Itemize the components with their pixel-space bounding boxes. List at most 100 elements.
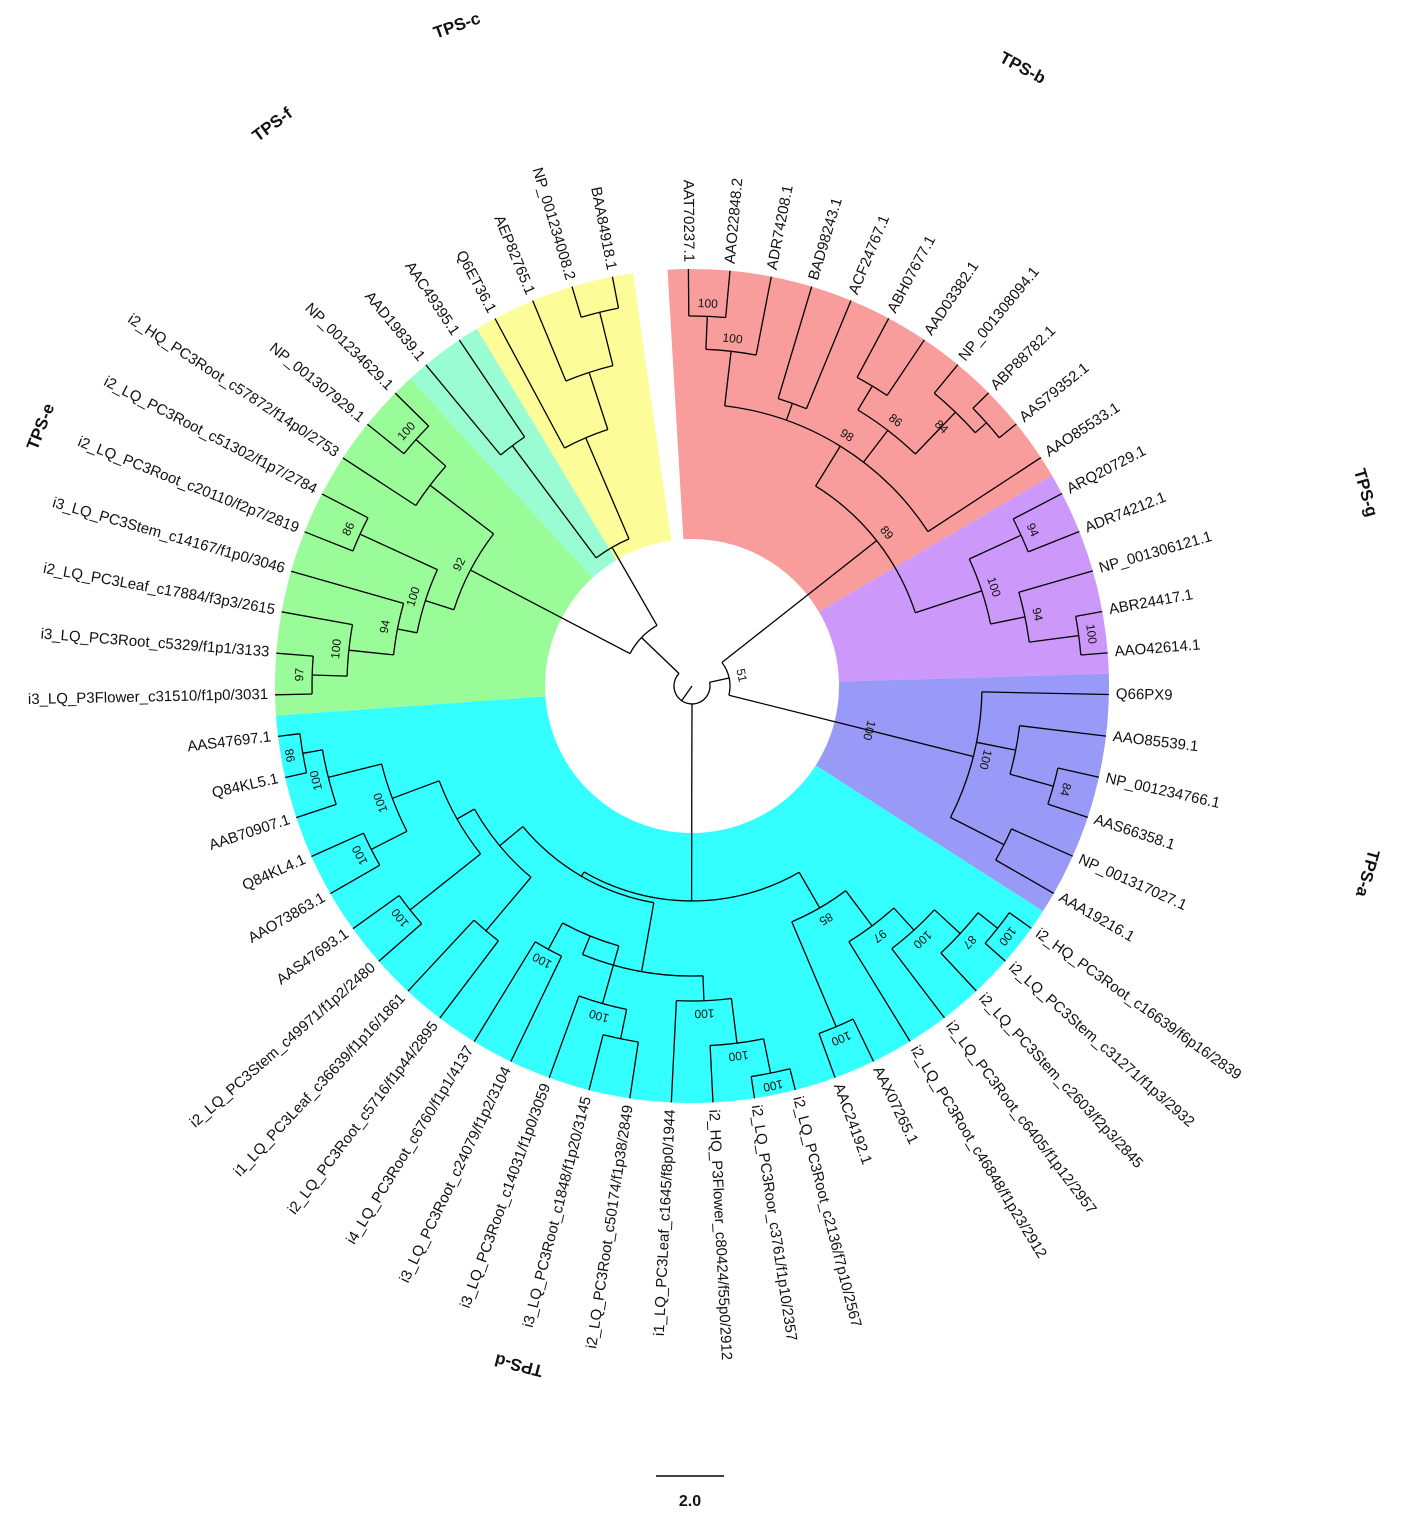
branch-line bbox=[1075, 610, 1103, 618]
branch-line bbox=[1009, 773, 1054, 787]
branch-line bbox=[1008, 912, 1032, 929]
clade-title-tps-d: TPS-d bbox=[493, 1350, 545, 1381]
branch-arc bbox=[362, 832, 381, 866]
scale-bar-label: 2.0 bbox=[679, 1493, 701, 1510]
branch-line bbox=[580, 871, 585, 877]
branch-line bbox=[619, 1009, 628, 1039]
branch-line bbox=[276, 652, 314, 657]
bootstrap-value: 100 bbox=[328, 638, 344, 660]
branch-arc bbox=[940, 912, 979, 954]
leaf-label: i2_LQ_PC3Root_c51302/f1p7/2784 bbox=[101, 373, 320, 498]
branch-arc bbox=[984, 912, 1010, 944]
branch-line bbox=[394, 392, 430, 427]
branch-line bbox=[348, 649, 394, 656]
branch-line bbox=[976, 741, 1016, 751]
clade-title-tps-c: TPS-c bbox=[431, 9, 483, 43]
bootstrap-values: 1001008486989410094100898410010051100871… bbox=[282, 296, 1100, 1095]
branch-line bbox=[485, 876, 532, 932]
leaf-label: AAD03382.1 bbox=[921, 258, 983, 338]
branch-line bbox=[407, 919, 475, 992]
bootstrap-value: 85 bbox=[817, 910, 836, 929]
leaf-label: AAX07265.1 bbox=[869, 1064, 921, 1147]
leaf-label: Q84KL5.1 bbox=[210, 770, 280, 801]
branch-line bbox=[439, 940, 499, 1019]
clade-sector-tps-g bbox=[818, 475, 1109, 682]
branch-line bbox=[366, 423, 405, 455]
branch-line bbox=[856, 726, 974, 758]
leaf-label: i3_LQ_P3Flower_c31510/f1p0/3031 bbox=[28, 686, 268, 708]
branch-line bbox=[940, 952, 977, 992]
branch-line bbox=[1029, 634, 1079, 643]
leaf-label: AAO85533.1 bbox=[1042, 399, 1123, 460]
branch-arc bbox=[392, 603, 405, 655]
branch-line bbox=[927, 457, 1042, 533]
branch-line bbox=[510, 955, 563, 1062]
clade-title-tps-b: TPS-b bbox=[997, 48, 1049, 88]
leaf-label: AAO85539.1 bbox=[1112, 728, 1199, 755]
branch-line bbox=[312, 674, 348, 677]
branch-line bbox=[392, 780, 440, 799]
bootstrap-value: 86 bbox=[339, 520, 357, 538]
branch-line bbox=[588, 372, 609, 430]
branch-arc bbox=[582, 953, 704, 977]
branch-line bbox=[290, 570, 404, 605]
branch-line bbox=[953, 590, 983, 601]
branch-line bbox=[611, 276, 620, 309]
branch-arc bbox=[815, 485, 916, 613]
branch-arc bbox=[578, 995, 627, 1011]
branch-arc bbox=[933, 392, 976, 434]
leaf-label: AAS47697.1 bbox=[186, 728, 272, 755]
bootstrap-value: 92 bbox=[450, 555, 469, 574]
branch-line bbox=[1018, 570, 1093, 593]
branch-line bbox=[311, 832, 364, 858]
clade-sector-tps-b bbox=[667, 269, 1052, 612]
leaf-label: ADR74212.1 bbox=[1082, 489, 1168, 537]
branch-line bbox=[458, 339, 526, 438]
leaf-label: i2_LQ_PC3Leaf_c17884/f3p3/2615 bbox=[42, 560, 276, 619]
leaf-label: ACF24767.1 bbox=[845, 213, 893, 297]
branch-line bbox=[848, 941, 911, 1042]
branch-line bbox=[640, 902, 655, 972]
clade-sector-tps-c bbox=[476, 273, 672, 561]
leaf-label: i3_LQ_PC3Root_c24079/f1p2/3104 bbox=[396, 1064, 515, 1285]
bootstrap-value: 94 bbox=[1024, 521, 1042, 539]
leaf-label: ABR24417.1 bbox=[1108, 586, 1195, 618]
branch-line bbox=[378, 923, 423, 962]
branch-arc bbox=[968, 558, 992, 625]
branch-arc bbox=[1009, 725, 1021, 775]
leaf-label: ABH07677.1 bbox=[884, 233, 939, 316]
branch-line bbox=[1012, 493, 1063, 520]
leaf-label: AAS47693.1 bbox=[273, 925, 351, 988]
clade-title-tps-g: TPS-g bbox=[1350, 466, 1382, 518]
bootstrap-value: 100 bbox=[1083, 623, 1100, 645]
branch-line bbox=[785, 403, 794, 421]
branch-line bbox=[499, 826, 524, 847]
leaf-label: AAC49395.1 bbox=[401, 258, 463, 338]
branch-arc bbox=[891, 909, 935, 950]
bootstrap-value: 100 bbox=[307, 769, 326, 792]
branch-line bbox=[514, 592, 631, 655]
branch-arc bbox=[311, 656, 314, 695]
leaf-label: Q84KL4.1 bbox=[240, 851, 309, 894]
branch-line bbox=[891, 948, 946, 1019]
branch-line bbox=[1057, 767, 1100, 778]
branch-line bbox=[852, 1018, 875, 1062]
branch-line bbox=[429, 484, 494, 535]
branch-line bbox=[470, 569, 516, 594]
branch-line bbox=[805, 300, 852, 409]
branch-line bbox=[972, 392, 990, 409]
branch-line bbox=[415, 439, 447, 467]
clade-title-tps-a: TPS-a bbox=[1352, 848, 1383, 900]
branch-line bbox=[791, 921, 837, 1027]
branch-line bbox=[581, 935, 591, 955]
branch-line bbox=[296, 803, 337, 819]
branch-line bbox=[728, 694, 858, 728]
branch-arc bbox=[564, 428, 609, 449]
branch-line bbox=[585, 437, 630, 540]
branch-line bbox=[342, 457, 417, 507]
branch-line bbox=[1011, 828, 1073, 857]
branch-line bbox=[705, 316, 708, 350]
leaf-label: Q6ET36.1 bbox=[452, 248, 499, 316]
leaf-label: i4_LQ_PC3Root_c6760/f1p1/4137 bbox=[343, 1043, 477, 1247]
branch-arc bbox=[522, 826, 654, 904]
